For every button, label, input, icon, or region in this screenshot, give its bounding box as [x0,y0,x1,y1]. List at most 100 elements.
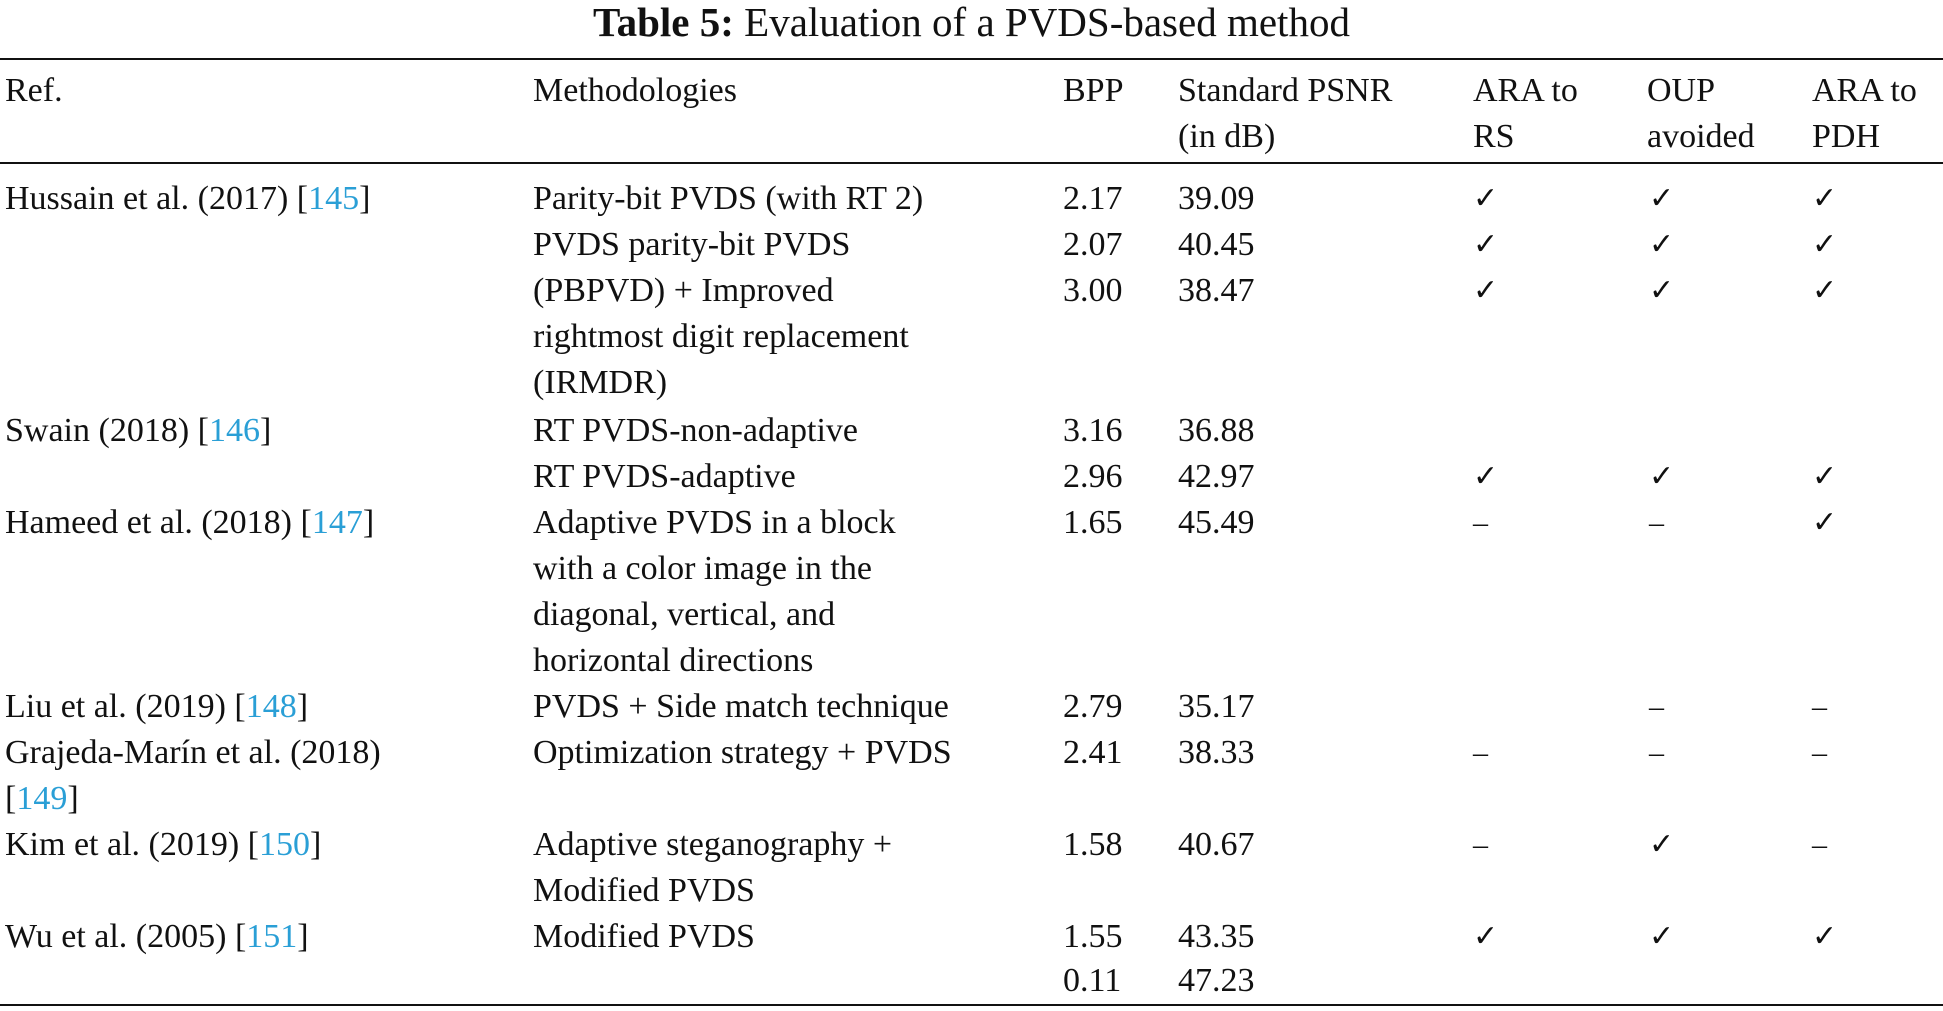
bpp-cell: 3.16 [1063,412,1123,449]
citation-link[interactable]: 145 [308,180,360,217]
citation-link[interactable]: 147 [311,504,363,541]
methodology-cell-line3: diagonal, vertical, and [533,596,836,633]
methodology-cell-line4: horizontal directions [533,642,814,679]
psnr-cell: 38.33 [1178,734,1255,771]
ref-cell: Hameed et al. (2018) [147] [5,500,374,546]
checkmark-icon: ✓ [1812,505,1838,540]
methodology-cell: Adaptive steganography + [533,826,893,863]
header-rule [0,162,1943,164]
header-ara-rs-line2: RS [1473,118,1515,155]
bpp-cell: 2.79 [1063,688,1123,725]
ref-close: ] [310,826,322,863]
checkmark-icon: ✓ [1473,919,1499,954]
dash-mark: – [1812,690,1827,723]
ref-text: Kim et al. (2019) [ [5,826,259,863]
bpp-cell: 3.00 [1063,272,1123,309]
checkmark-icon: ✓ [1812,273,1838,308]
checkmark-icon: ✓ [1473,181,1499,216]
header-psnr-line2: (in dB) [1178,118,1276,155]
ref-text: Hameed et al. (2018) [ [5,504,312,541]
table-title: Evaluation of a PVDS-based method [744,0,1350,45]
ref-text: Liu et al. (2019) [ [5,688,246,725]
psnr-cell: 39.09 [1178,180,1255,217]
ref-text: Hussain et al. (2017) [ [5,180,309,217]
methodology-cell: Optimization strategy + PVDS [533,734,952,771]
checkmark-icon: ✓ [1812,181,1838,216]
header-oup-line1: OUP [1647,72,1716,109]
dash-mark: – [1812,736,1827,769]
checkmark-icon: ✓ [1812,919,1838,954]
citation-link[interactable]: 148 [245,688,297,725]
methodology-cell-line2: rightmost digit replacement [533,318,909,355]
psnr-cell: 40.67 [1178,826,1255,863]
psnr-cell: 45.49 [1178,504,1255,541]
dash-mark: – [1649,690,1664,723]
header-ref: Ref. [5,72,63,109]
bpp-cell: 2.96 [1063,458,1123,495]
dash-mark: – [1473,736,1488,769]
checkmark-icon: ✓ [1473,273,1499,308]
methodology-cell: Parity-bit PVDS (with RT 2) [533,180,924,217]
ref-cell: Wu et al. (2005) [151] [5,914,309,960]
header-psnr-line1: Standard PSNR [1178,72,1393,109]
psnr-cell: 40.45 [1178,226,1255,263]
checkmark-icon: ✓ [1649,919,1675,954]
checkmark-icon: ✓ [1473,459,1499,494]
checkmark-icon: ✓ [1649,459,1675,494]
bpp-cell: 2.17 [1063,180,1123,217]
psnr-cell: 42.97 [1178,458,1255,495]
methodology-cell: RT PVDS-adaptive [533,458,796,495]
bpp-cell: 0.11 [1063,962,1122,999]
citation-link[interactable]: 146 [208,412,260,449]
ref-cell: Hussain et al. (2017) [145] [5,176,370,222]
psnr-cell: 47.23 [1178,962,1255,999]
ref-open: [ [5,780,17,817]
header-oup-line2: avoided [1647,118,1755,155]
ref-close: ] [296,688,309,725]
checkmark-icon: ✓ [1812,227,1838,262]
bottom-rule [0,1004,1943,1006]
ref-text: Wu et al. (2005) [ [5,918,247,955]
table-number: Table 5: [593,0,734,45]
psnr-cell: 43.35 [1178,918,1255,955]
citation-link[interactable]: 151 [246,918,298,955]
ref-close: ] [297,918,309,955]
psnr-cell: 35.17 [1178,688,1255,725]
top-rule [0,58,1943,60]
ref-close: ] [259,412,272,449]
methodology-cell-line3: (IRMDR) [533,364,668,401]
checkmark-icon: ✓ [1649,273,1675,308]
bpp-cell: 2.07 [1063,226,1123,263]
psnr-cell: 36.88 [1178,412,1255,449]
ref-close: ] [67,780,79,817]
methodology-cell: PVDS parity-bit PVDS [533,226,851,263]
psnr-cell: 38.47 [1178,272,1255,309]
bpp-cell: 1.55 [1063,918,1123,955]
dash-mark: – [1649,506,1664,539]
bpp-cell: 2.41 [1063,734,1123,771]
dash-mark: – [1649,736,1664,769]
methodology-cell: Adaptive PVDS in a block [533,504,896,541]
dash-mark: – [1473,506,1488,539]
checkmark-icon: ✓ [1649,181,1675,216]
header-methodologies: Methodologies [533,72,737,109]
dash-mark: – [1473,828,1488,861]
ref-cell: Grajeda-Marín et al. (2018) [5,734,381,771]
header-ara-pdh-line2: PDH [1812,118,1881,155]
ref-cell: Swain (2018) [146] [5,408,271,454]
table-caption: Table 5: Evaluation of a PVDS-based meth… [0,0,1943,44]
bpp-cell: 1.65 [1063,504,1123,541]
methodology-cell: PVDS + Side match technique [533,688,949,725]
ref-cell: Liu et al. (2019) [148] [5,684,308,730]
ref-cell: Kim et al. (2019) [150] [5,822,321,868]
citation-link[interactable]: 149 [16,780,68,817]
header-ara-rs-line1: ARA to [1473,72,1578,109]
checkmark-icon: ✓ [1812,459,1838,494]
methodology-cell: (PBPVD) + Improved [533,272,834,309]
bpp-cell: 1.58 [1063,826,1123,863]
citation-link[interactable]: 150 [259,826,310,863]
ref-close: ] [362,504,375,541]
header-bpp: BPP [1063,72,1124,109]
dash-mark: – [1812,828,1827,861]
checkmark-icon: ✓ [1649,827,1675,862]
